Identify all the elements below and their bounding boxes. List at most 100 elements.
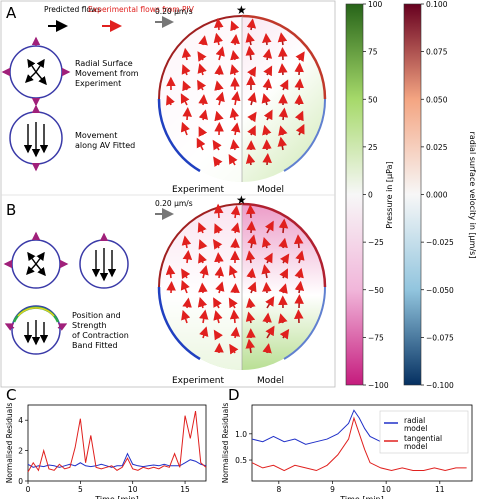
x-tick-label: 0 [26, 485, 31, 494]
colorbar-tick-label: 0.000 [426, 191, 448, 200]
colorbar-tick-label: 50 [368, 95, 378, 104]
colorbar-tick-label: −0.100 [426, 381, 454, 390]
legend-label: model [404, 442, 427, 451]
legend-scale-b-label: 0.20 μm/s [155, 199, 193, 208]
flow-arrow [182, 80, 192, 92]
icon-av-movement-b [79, 232, 129, 289]
flow-arrow [214, 80, 224, 91]
disc-b [157, 202, 327, 370]
flow-arrow [198, 109, 208, 121]
flow-arrow [294, 62, 304, 76]
flow-arrow [181, 64, 191, 76]
icon-av-movement [9, 104, 63, 172]
x-tick-label: 9 [330, 485, 335, 494]
flow-arrow [262, 153, 272, 166]
flow-arrow [165, 264, 176, 279]
flow-arrow [278, 237, 288, 249]
flow-arrow [278, 218, 289, 234]
flow-arrow [214, 252, 224, 264]
flow-arrow [245, 153, 256, 166]
flow-arrow [264, 220, 274, 234]
flow-arrow [245, 250, 256, 264]
x-tick-label: 11 [435, 485, 445, 494]
icon-b-line2: Strength [72, 321, 107, 330]
flow-arrow [213, 297, 222, 309]
flow-arrow [263, 109, 273, 121]
flow-arrow [295, 250, 305, 264]
flow-arrow [262, 281, 272, 294]
flow-arrow [229, 64, 240, 76]
flow-arrow [198, 309, 209, 324]
series-line [251, 416, 467, 472]
flow-arrow [229, 343, 239, 355]
flow-arrow [230, 205, 241, 219]
colorbar-tick-label: 0 [368, 191, 373, 200]
icon-contraction-band [4, 305, 68, 355]
disc-b-star: ★ [236, 193, 247, 207]
flow-arrow [262, 343, 272, 354]
disc-a-model-label: Model [257, 185, 284, 195]
plot-frame [251, 404, 473, 482]
flow-arrow [246, 297, 256, 309]
flow-arrow [295, 51, 305, 62]
flow-arrow [215, 46, 225, 61]
icon-a2-line2: along AV Fitted [75, 141, 135, 150]
flow-arrow [294, 267, 304, 279]
flow-arrow [213, 18, 224, 31]
icon-radial-movement [1, 36, 71, 107]
legend-label: tangential [404, 434, 442, 443]
flow-arrow [181, 268, 191, 280]
pressure-colorbar-label: Pressure in [μPa] [385, 161, 394, 228]
flow-arrow [265, 296, 275, 309]
flow-arrow [294, 78, 304, 91]
plot-frame [27, 404, 207, 482]
pressure-colorbar-ticks: 100 75 50 25 0 −25 −50 −75 −100 [363, 0, 389, 390]
flow-arrow [294, 309, 304, 324]
flow-arrow [181, 309, 191, 324]
flow-arrow [245, 338, 256, 354]
disc-a-experiment-label: Experiment [172, 185, 224, 195]
x-tick-label: 5 [78, 485, 83, 494]
flow-arrow [166, 94, 175, 106]
flow-arrow [247, 111, 257, 123]
flow-arrow [230, 34, 240, 46]
flow-arrow [230, 238, 240, 249]
y-tick-label: 0.5 [235, 456, 247, 465]
flow-arrow [294, 280, 305, 294]
flow-arrow [279, 79, 289, 91]
flow-arrow [245, 45, 256, 61]
colorbar-tick-label: −50 [368, 286, 384, 295]
flow-arrow [214, 223, 223, 234]
flow-arrow [293, 234, 304, 249]
flow-arrow [262, 124, 272, 136]
flow-arrow [228, 153, 238, 166]
flow-arrow [197, 222, 207, 234]
flow-arrow [215, 91, 225, 106]
flow-arrow [182, 297, 192, 309]
icon-a1-line3: Experiment [75, 79, 121, 88]
legend-label: model [404, 424, 427, 433]
flow-arrow [213, 156, 223, 168]
panel-letter-b: B [6, 201, 16, 219]
flow-arrow [262, 312, 272, 324]
panel-letter-d: D [228, 386, 240, 404]
flow-arrow [277, 32, 288, 46]
flow-arrow [246, 18, 257, 31]
flow-arrow [261, 237, 272, 249]
flow-arrow [198, 239, 208, 250]
colorbar-tick-label: 100 [368, 0, 383, 9]
flow-arrow [213, 310, 223, 324]
flow-arrow [246, 220, 256, 234]
icon-b-line3: of Contraction [72, 331, 129, 340]
x-tick-label: 10 [128, 485, 138, 494]
colorbar-tick-label: 75 [368, 48, 378, 57]
panel-letter-c: C [6, 386, 16, 404]
flow-arrow [262, 78, 273, 91]
legend-scale-a-label: 0.20 μm/s [155, 7, 193, 16]
flow-arrow [198, 94, 208, 106]
flow-arrow [230, 20, 240, 32]
flow-arrow [278, 125, 288, 136]
disc-a-arrows [166, 18, 305, 168]
flow-arrow [261, 264, 271, 279]
